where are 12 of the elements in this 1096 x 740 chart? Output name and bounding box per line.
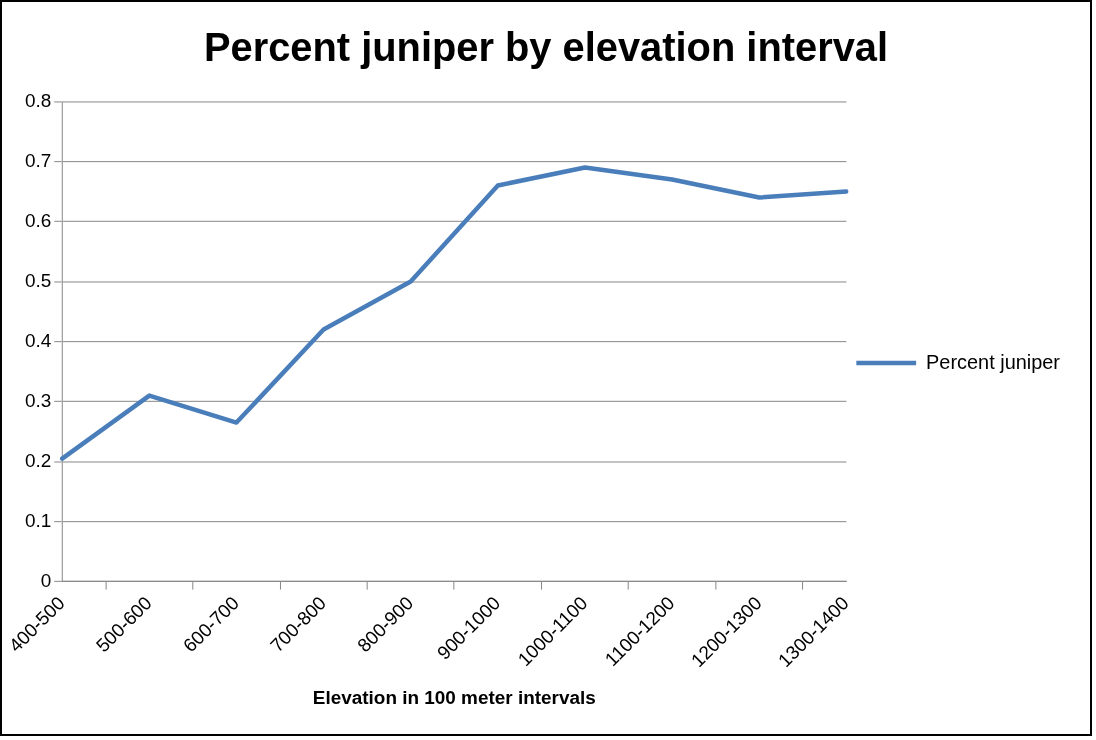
y-tick-label: 0.4 (24, 329, 52, 351)
y-tick-label: 0.2 (24, 449, 52, 471)
y-tick-label: 0.3 (24, 389, 52, 411)
y-tick-label: 0 (40, 569, 52, 591)
y-tick-label: 0.1 (24, 509, 52, 531)
y-tick-label: 0.7 (24, 149, 52, 171)
legend-label: Percent juniper (926, 350, 1061, 373)
y-tick-label: 0.8 (24, 89, 52, 111)
y-tick-label: 0.6 (24, 209, 52, 231)
y-tick-label: 0.5 (24, 269, 52, 291)
x-axis-title: Elevation in 100 meter intervals (312, 687, 596, 708)
chart-title: Percent juniper by elevation interval (203, 24, 889, 69)
